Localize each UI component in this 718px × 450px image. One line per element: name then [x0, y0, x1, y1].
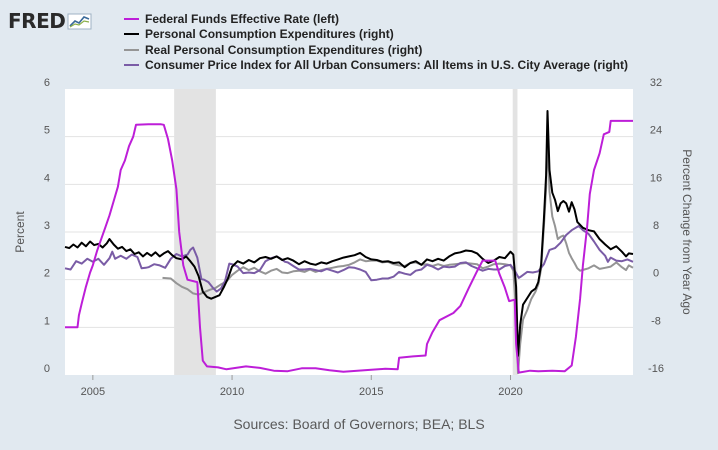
- legend-item: Federal Funds Effective Rate (left): [124, 11, 628, 27]
- left-tick-label: 5: [44, 125, 50, 137]
- right-tick-label: 32: [650, 77, 662, 89]
- legend-item: Consumer Price Index for All Urban Consu…: [124, 58, 628, 74]
- right-tick-label: 24: [650, 125, 662, 137]
- series-line-1: [64, 110, 634, 357]
- legend-label: Consumer Price Index for All Urban Consu…: [145, 58, 628, 73]
- logo-text: FRED: [8, 9, 66, 33]
- legend-swatch: [124, 64, 139, 67]
- left-tick-label: 4: [44, 172, 50, 184]
- legend-item: Real Personal Consumption Expenditures (…: [124, 42, 628, 58]
- x-tick-label: 2015: [359, 386, 383, 398]
- left-axis-ticks: 0 1 2 3 4 5 6: [44, 77, 50, 375]
- series-line-0: [65, 119, 633, 374]
- left-tick-label: 1: [44, 315, 50, 327]
- legend-swatch: [124, 48, 139, 51]
- legend-swatch: [124, 17, 139, 20]
- x-tick-label: 2005: [81, 386, 105, 398]
- left-tick-label: 0: [44, 363, 50, 375]
- right-tick-label: -16: [648, 363, 664, 375]
- legend-label: Real Personal Consumption Expenditures (…: [145, 42, 423, 57]
- series-line-3: [64, 225, 634, 293]
- chart-line-icon: [67, 13, 92, 30]
- x-axis-ticks: 2005 2010 2015 2020: [81, 375, 523, 398]
- source-note: Sources: Board of Governors; BEA; BLS: [233, 416, 485, 432]
- fred-logo[interactable]: FRED: [8, 8, 93, 34]
- legend-label: Personal Consumption Expenditures (right…: [145, 27, 394, 42]
- legend-item: Personal Consumption Expenditures (right…: [124, 27, 628, 43]
- right-axis-ticks: -16 -8 0 8 16 24 32: [648, 77, 664, 375]
- right-tick-label: -8: [651, 315, 661, 327]
- series-lines: [64, 110, 634, 375]
- left-axis-label: Percent: [13, 211, 27, 253]
- right-axis-label: Percent Change from Year Ago: [680, 149, 694, 315]
- left-tick-label: 2: [44, 268, 50, 280]
- left-tick-label: 6: [44, 77, 50, 89]
- right-tick-label: 0: [653, 268, 659, 280]
- x-tick-label: 2010: [220, 386, 244, 398]
- legend-swatch: [124, 33, 139, 36]
- right-tick-label: 16: [650, 172, 662, 184]
- series-line-2: [162, 133, 634, 375]
- left-tick-label: 3: [44, 220, 50, 232]
- legend-label: Federal Funds Effective Rate (left): [145, 11, 340, 26]
- right-tick-label: 8: [653, 220, 659, 232]
- chart-legend: Federal Funds Effective Rate (left) Perso…: [124, 11, 628, 73]
- x-tick-label: 2020: [498, 386, 522, 398]
